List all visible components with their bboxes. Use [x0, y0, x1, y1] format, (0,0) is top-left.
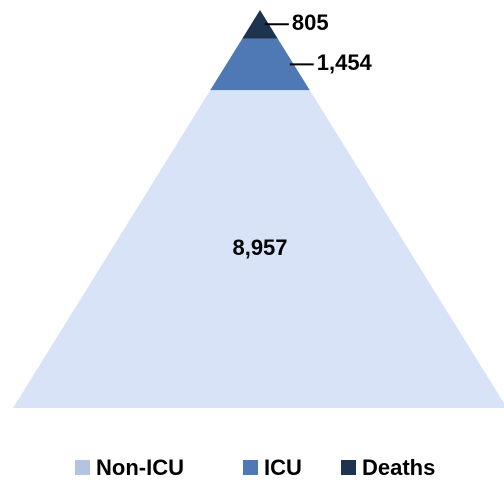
- legend-swatch: [243, 460, 258, 475]
- pyramid-segment: [242, 10, 278, 39]
- legend-swatch: [341, 460, 356, 475]
- pyramid-segment: [210, 38, 310, 91]
- legend-label: ICU: [264, 455, 302, 480]
- data-label: 8,957: [232, 235, 287, 260]
- legend-label: Deaths: [362, 455, 435, 480]
- pyramid-segment: [13, 90, 504, 408]
- data-label: 805: [292, 10, 329, 35]
- legend-label: Non-ICU: [96, 455, 184, 480]
- data-label: 1,454: [317, 50, 373, 75]
- legend-swatch: [75, 460, 90, 475]
